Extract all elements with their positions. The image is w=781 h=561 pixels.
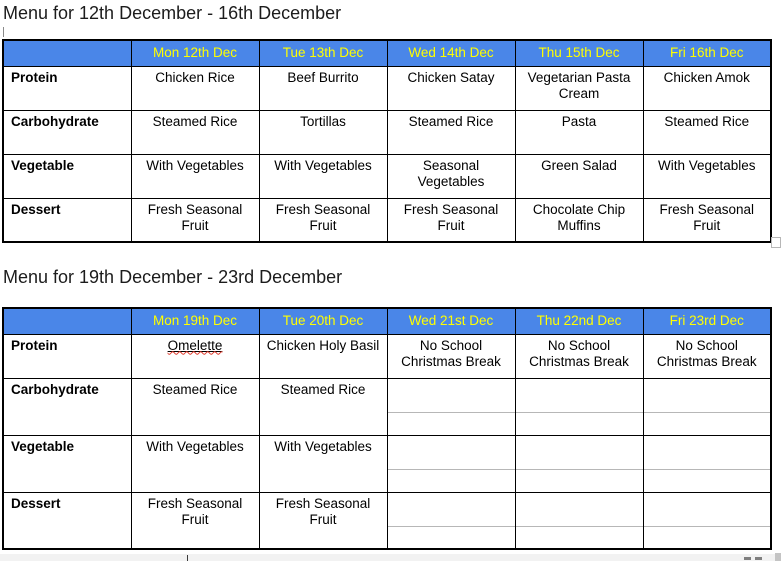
menu-cell[interactable]: Tortillas <box>258 109 388 155</box>
menu-cell[interactable]: Fresh Seasonal Fruit <box>258 197 388 243</box>
menu-cell[interactable]: With Vegetables <box>130 434 260 493</box>
menu-cell-empty[interactable] <box>514 525 644 550</box>
menu-cell-empty[interactable] <box>642 411 772 436</box>
menu-cell-empty[interactable] <box>514 434 644 469</box>
menu-cell[interactable]: Vegetarian Pasta Cream <box>514 65 644 111</box>
column-header[interactable]: Fri 23rd Dec <box>642 307 772 335</box>
menu-cell-empty[interactable] <box>386 525 516 550</box>
table-row: Protein Omelette Chicken Holy Basil No S… <box>2 333 772 379</box>
menu-cell[interactable]: Chocolate Chip Muffins <box>514 197 644 243</box>
table-row: Vegetable With Vegetables With Vegetable… <box>2 434 772 493</box>
menu-cell[interactable]: Fresh Seasonal Fruit <box>258 491 388 550</box>
menu-cell[interactable]: Chicken Holy Basil <box>258 333 388 379</box>
menu-cell[interactable]: Chicken Satay <box>386 65 516 111</box>
menu-title-week2[interactable]: Menu for 19th December - 23rd December <box>3 267 343 287</box>
column-header[interactable]: Wed 21st Dec <box>386 307 516 335</box>
corner-header-cell[interactable] <box>2 307 132 335</box>
menu-cell[interactable]: Green Salad <box>514 153 644 199</box>
row-label[interactable]: Protein <box>2 65 132 111</box>
text-cursor <box>3 27 4 37</box>
menu-cell-empty[interactable] <box>386 411 516 436</box>
menu-cell-empty[interactable] <box>514 468 644 493</box>
column-header[interactable]: Mon 19th Dec <box>130 307 260 335</box>
menu-cell-empty[interactable] <box>514 377 644 412</box>
menu-cell[interactable]: Fresh Seasonal Fruit <box>130 197 260 243</box>
row-label[interactable]: Protein <box>2 333 132 379</box>
column-header[interactable]: Wed 14th Dec <box>386 39 516 67</box>
underlined-text: Omelette <box>168 338 223 353</box>
menu-cell-empty[interactable] <box>386 491 516 526</box>
menu-cell[interactable]: Fresh Seasonal Fruit <box>386 197 516 243</box>
corner-header-cell[interactable] <box>2 39 132 67</box>
menu-cell[interactable]: Steamed Rice <box>258 377 388 436</box>
column-header[interactable]: Thu 15th Dec <box>514 39 644 67</box>
menu-cell[interactable]: Fresh Seasonal Fruit <box>642 197 772 243</box>
menu-cell-empty[interactable] <box>642 468 772 493</box>
column-header[interactable]: Thu 22nd Dec <box>514 307 644 335</box>
table-resize-handle[interactable] <box>771 237 781 248</box>
menu-cell-empty[interactable] <box>642 377 772 412</box>
row-label[interactable]: Vegetable <box>2 434 132 493</box>
menu-cell[interactable]: Beef Burrito <box>258 65 388 111</box>
menu-cell[interactable]: Fresh Seasonal Fruit <box>130 491 260 550</box>
menu-cell[interactable]: Chicken Amok <box>642 65 772 111</box>
menu-cell[interactable]: With Vegetables <box>130 153 260 199</box>
bottom-edge-mark <box>755 557 762 560</box>
menu-cell[interactable]: Seasonal Vegetables <box>386 153 516 199</box>
menu-cell-empty[interactable] <box>642 434 772 469</box>
menu-cell-empty[interactable] <box>386 377 516 412</box>
table-row: Protein Chicken Rice Beef Burrito Chicke… <box>2 65 772 111</box>
table-row: Dessert Fresh Seasonal Fruit Fresh Seaso… <box>2 197 772 243</box>
table-row: Carbohydrate Steamed Rice Tortillas Stea… <box>2 109 772 155</box>
menu-cell[interactable]: Steamed Rice <box>130 377 260 436</box>
text-cursor <box>187 555 188 561</box>
column-header[interactable]: Tue 20th Dec <box>258 307 388 335</box>
bottom-edge-mark <box>744 557 751 560</box>
table-row: Vegetable With Vegetables With Vegetable… <box>2 153 772 199</box>
menu-cell[interactable]: Chicken Rice <box>130 65 260 111</box>
misspelled-word: Omelette <box>167 337 223 353</box>
row-label[interactable]: Dessert <box>2 197 132 243</box>
menu-cell[interactable]: With Vegetables <box>258 434 388 493</box>
menu-cell[interactable]: Steamed Rice <box>130 109 260 155</box>
menu-table-week1: Mon 12th Dec Tue 13th Dec Wed 14th Dec T… <box>2 39 772 243</box>
menu-cell[interactable]: No School Christmas Break <box>642 333 772 379</box>
column-header[interactable]: Tue 13th Dec <box>258 39 388 67</box>
menu-cell-empty[interactable] <box>642 525 772 550</box>
menu-cell-empty[interactable] <box>514 411 644 436</box>
scrollbar-corner <box>775 553 781 561</box>
menu-cell[interactable]: Omelette <box>130 333 260 379</box>
column-header[interactable]: Fri 16th Dec <box>642 39 772 67</box>
row-label[interactable]: Dessert <box>2 491 132 550</box>
menu-cell[interactable]: Steamed Rice <box>642 109 772 155</box>
menu-table-week2: Mon 19th Dec Tue 20th Dec Wed 21st Dec T… <box>2 307 772 550</box>
column-header[interactable]: Mon 12th Dec <box>130 39 260 67</box>
menu-cell[interactable]: Steamed Rice <box>386 109 516 155</box>
page-bottom-gutter <box>0 554 781 561</box>
menu-cell[interactable]: No School Christmas Break <box>386 333 516 379</box>
row-label[interactable]: Carbohydrate <box>2 109 132 155</box>
table-row: Dessert Fresh Seasonal Fruit Fresh Seaso… <box>2 491 772 550</box>
row-label[interactable]: Carbohydrate <box>2 377 132 436</box>
menu-cell-empty[interactable] <box>514 491 644 526</box>
menu-cell[interactable]: With Vegetables <box>642 153 772 199</box>
menu-cell-empty[interactable] <box>386 434 516 469</box>
menu-cell[interactable]: With Vegetables <box>258 153 388 199</box>
table-row: Carbohydrate Steamed Rice Steamed Rice <box>2 377 772 436</box>
row-label[interactable]: Vegetable <box>2 153 132 199</box>
menu-cell[interactable]: Pasta <box>514 109 644 155</box>
table-subrow <box>3 525 772 550</box>
menu-cell-empty[interactable] <box>386 468 516 493</box>
menu-cell-empty[interactable] <box>642 491 772 526</box>
menu-title-week1[interactable]: Menu for 12th December - 16th December <box>3 3 342 23</box>
menu-cell[interactable]: No School Christmas Break <box>514 333 644 379</box>
